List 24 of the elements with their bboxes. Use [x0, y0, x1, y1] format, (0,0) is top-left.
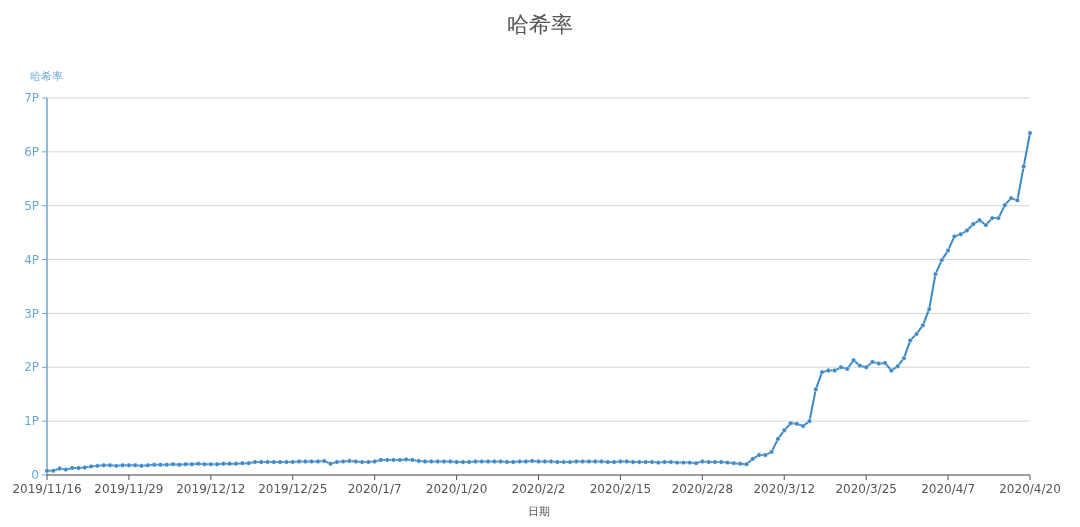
x-tick-label: 2019/12/25: [258, 482, 328, 496]
y-tick-label: 4P: [24, 252, 39, 267]
x-tick-label: 2019/11/16: [12, 482, 82, 496]
y-axis-title: 哈希率: [30, 70, 63, 83]
y-tick-label: 7P: [24, 91, 39, 106]
x-tick-label: 2020/4/7: [921, 482, 976, 496]
x-axis-title: 日期: [527, 505, 550, 518]
chart-title: 哈希率: [507, 12, 573, 37]
x-tick-label: 2020/3/25: [835, 482, 897, 496]
x-tick-label: 2019/11/29: [94, 482, 164, 496]
y-tick-label: 6P: [24, 145, 39, 160]
x-tick-label: 2020/2/28: [671, 482, 734, 496]
y-tick-label: 2P: [24, 360, 39, 375]
x-tick-label: 2020/2/2: [511, 482, 566, 496]
x-tick-label: 2019/12/12: [176, 482, 246, 496]
x-tick-label: 2020/3/12: [753, 482, 816, 496]
y-tick-label: 1P: [24, 414, 39, 429]
y-tick-label: 3P: [24, 306, 39, 321]
y-tick-label: 0: [31, 468, 39, 483]
x-tick-label: 2020/4/20: [999, 482, 1061, 496]
y-tick-label: 5P: [24, 198, 39, 213]
x-tick-label: 2020/2/15: [589, 482, 652, 496]
x-tick-label: 2020/1/7: [347, 482, 402, 496]
x-tick-label: 2020/1/20: [425, 482, 488, 496]
